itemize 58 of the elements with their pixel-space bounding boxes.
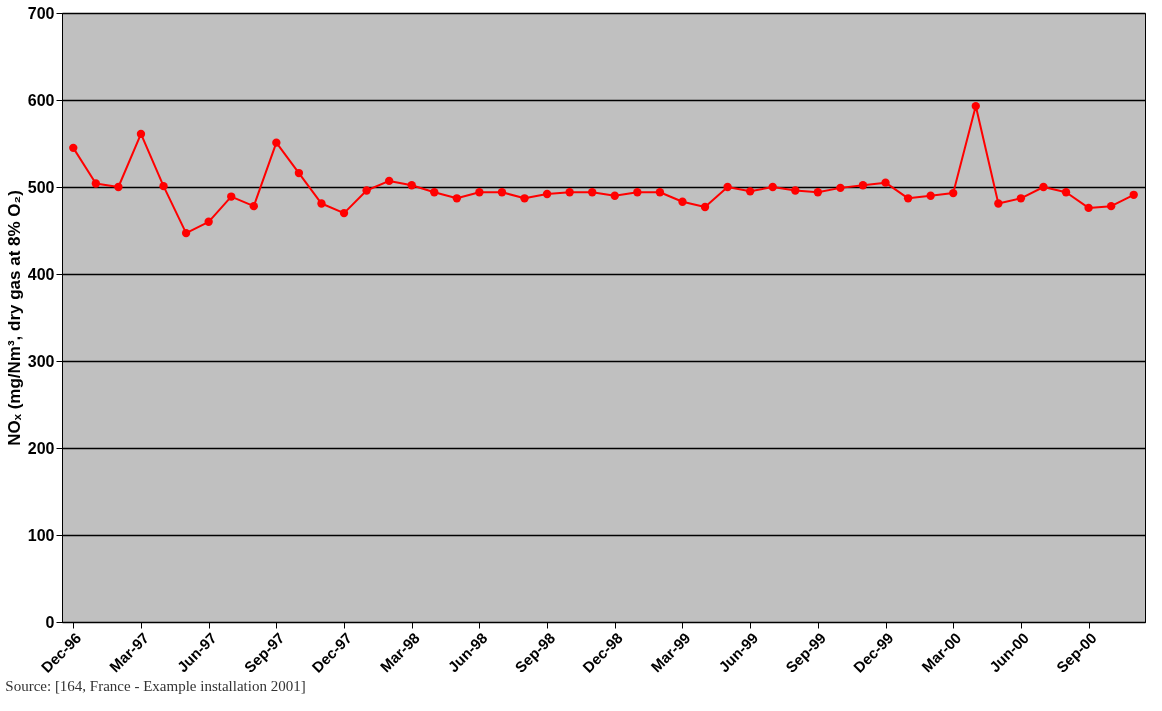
point [971,101,980,111]
point [723,182,732,192]
point [497,188,507,197]
point [768,182,777,192]
point [159,181,168,191]
point [1084,203,1093,213]
point [994,199,1003,208]
point [903,194,913,203]
point [700,202,710,212]
point [1039,182,1048,192]
point [227,192,236,201]
point [272,138,281,147]
point [520,194,529,203]
point [678,197,687,206]
point [249,201,258,211]
point [430,188,439,197]
point [475,188,484,197]
point [926,191,935,200]
point [69,143,78,153]
point [565,188,574,197]
source-note: Source: [164, France - Example installation 2001] [5,678,306,695]
y-tick-label: 100 [27,526,55,544]
y-tick-label: 500 [27,178,55,196]
point [114,182,123,192]
point [452,194,462,203]
point [858,181,868,190]
point [181,228,191,238]
point [91,179,101,188]
point [949,188,958,198]
y-axis-title: NOₓ (mg/Nm³, dry gas at 8% O₂) [4,190,24,446]
point [136,129,146,139]
point [339,208,349,218]
point [813,188,823,197]
point [1129,190,1138,199]
point [1016,194,1026,203]
point [745,187,755,196]
y-tick-label: 0 [45,613,55,631]
point [610,191,619,200]
point [384,176,394,186]
point [791,186,800,195]
point [1106,201,1116,211]
point [362,186,371,195]
point [633,188,642,197]
point [407,181,416,190]
point [294,168,304,178]
point [317,199,326,208]
y-tick-label: 200 [27,439,55,457]
point [655,188,665,197]
point [542,189,552,199]
y-tick-label: 700 [27,4,55,22]
point [1061,188,1071,197]
y-tick-label: 600 [27,91,55,109]
y-tick-label: 300 [27,352,55,370]
y-tick-label: 400 [27,265,55,283]
point [881,178,890,187]
point [588,188,597,197]
point [836,183,845,193]
point [204,217,213,226]
